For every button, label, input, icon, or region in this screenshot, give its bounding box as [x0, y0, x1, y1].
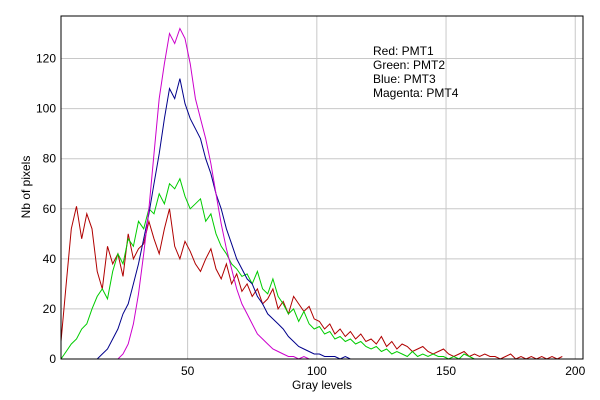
- legend-line-3: Blue: PMT3: [373, 72, 436, 86]
- series-line-pmt1: [60, 206, 563, 360]
- x-tick-label: 200: [565, 364, 585, 378]
- x-tick-label: 50: [181, 364, 195, 378]
- legend: Red: PMT1 Green: PMT2 Blue: PMT3 Magenta…: [373, 44, 459, 100]
- legend-line-4: Magenta: PMT4: [373, 86, 459, 100]
- x-axis-label: Gray levels: [292, 378, 352, 392]
- legend-line-1: Red: PMT1: [373, 44, 434, 58]
- y-tick-label: 20: [43, 302, 57, 316]
- y-tick-label: 80: [43, 152, 57, 166]
- tick-labels: 50 100 150 200 0 20 40 60 80 100 120: [36, 52, 586, 378]
- plot-frame: [60, 15, 584, 360]
- x-tick-label: 150: [436, 364, 456, 378]
- y-tick-label: 100: [36, 102, 56, 116]
- y-tick-label: 40: [43, 252, 57, 266]
- x-tick-label: 100: [307, 364, 327, 378]
- series-line-pmt3: [61, 78, 356, 360]
- grid: [61, 16, 583, 360]
- legend-line-2: Green: PMT2: [373, 58, 445, 72]
- y-tick-label: 120: [36, 52, 56, 66]
- y-tick-label: 60: [43, 202, 57, 216]
- y-axis-label: Nb of pixels: [19, 156, 33, 219]
- y-tick-label: 0: [49, 352, 56, 366]
- series-line-pmt2: [60, 177, 475, 360]
